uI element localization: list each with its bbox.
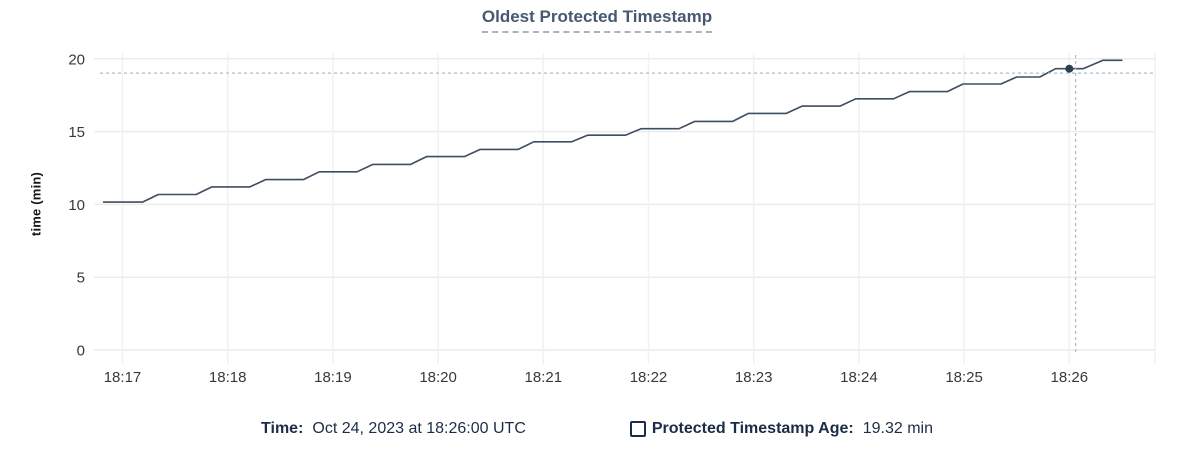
x-tick-label: 18:25 xyxy=(945,369,983,386)
series-line-protected-timestamp-age xyxy=(102,59,1123,203)
x-tick-label: 18:17 xyxy=(104,369,142,386)
hover-time-label: Time: xyxy=(261,420,304,437)
hover-time-group: Time: Oct 24, 2023 at 18:26:00 UTC xyxy=(261,420,526,438)
x-tick-label: 18:18 xyxy=(209,369,247,386)
x-tick-label: 18:26 xyxy=(1051,369,1089,386)
y-tick-label: 15 xyxy=(68,124,85,141)
x-tick-label: 18:19 xyxy=(314,369,352,386)
y-tick-label: 10 xyxy=(68,197,85,214)
x-tick-label: 18:22 xyxy=(630,369,668,386)
hover-time-value: Oct 24, 2023 at 18:26:00 UTC xyxy=(312,420,526,437)
series-swatch-checkbox[interactable] xyxy=(629,421,646,437)
y-tick-label: 0 xyxy=(77,343,85,360)
chart-header: Oldest Protected Timestamp xyxy=(0,7,1194,33)
x-tick-label: 18:20 xyxy=(419,369,457,386)
x-tick-label: 18:21 xyxy=(525,369,563,386)
y-tick-label: 5 xyxy=(77,270,85,287)
series-legend-label: Protected Timestamp Age: xyxy=(651,420,854,437)
y-axis-title: time (min) xyxy=(28,171,44,237)
y-tick-label: 20 xyxy=(68,51,85,68)
series-hover-value: 19.32 min xyxy=(862,420,933,437)
chart-title[interactable]: Oldest Protected Timestamp xyxy=(481,7,713,33)
legend-item-protected-timestamp-age[interactable]: Protected Timestamp Age: 19.32 min xyxy=(629,420,933,438)
chart-plot-area[interactable]: 0 5 10 15 20 18:17 18:18 18:19 18:20 18:21 18:22 18… xyxy=(0,0,1194,410)
hover-point-dot xyxy=(1065,64,1074,73)
x-tick-label: 18:24 xyxy=(840,369,878,386)
hover-legend: Time: Oct 24, 2023 at 18:26:00 UTC Prote… xyxy=(0,420,1194,438)
x-tick-label: 18:23 xyxy=(735,369,773,386)
